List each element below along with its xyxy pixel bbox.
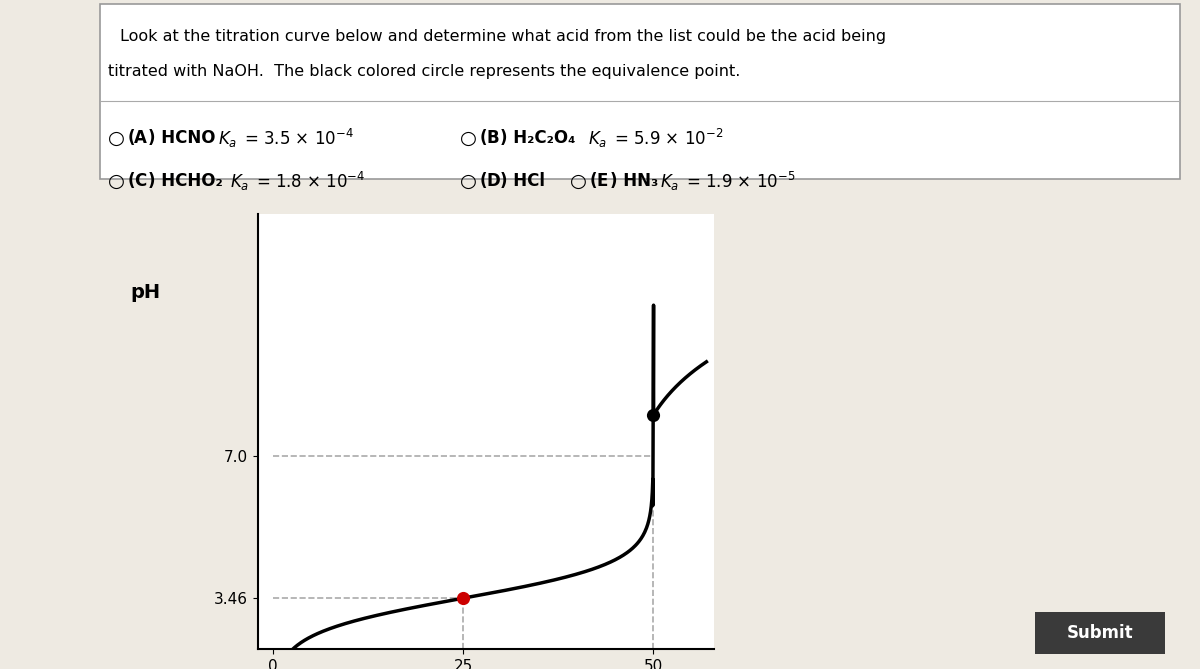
Text: $K_a$: $K_a$: [660, 172, 679, 192]
Text: (: (: [590, 172, 598, 190]
Text: ○: ○: [108, 172, 125, 191]
Text: ) HCl: ) HCl: [500, 172, 545, 190]
Text: ) HCHO₂: ) HCHO₂: [148, 172, 228, 190]
Text: $K_a$: $K_a$: [218, 129, 238, 149]
Text: titrated with NaOH.  The black colored circle represents the equivalence point.: titrated with NaOH. The black colored ci…: [108, 64, 740, 79]
Bar: [1034, 612, 1165, 654]
Text: ) HN₃: ) HN₃: [610, 172, 664, 190]
Text: ○: ○: [570, 172, 587, 191]
Text: ) HCNO: ) HCNO: [148, 129, 221, 147]
Text: (: (: [128, 172, 136, 190]
Text: (: (: [480, 172, 487, 190]
Text: pH: pH: [131, 283, 161, 302]
Text: = 3.5 × 10$^{-4}$: = 3.5 × 10$^{-4}$: [244, 129, 354, 149]
Bar: [100, 4, 1180, 179]
Text: = 5.9 × 10$^{-2}$: = 5.9 × 10$^{-2}$: [614, 129, 724, 149]
Text: ○: ○: [460, 172, 478, 191]
Text: $K_a$: $K_a$: [588, 129, 607, 149]
Text: (: (: [480, 129, 487, 147]
Text: = 1.9 × 10$^{-5}$: = 1.9 × 10$^{-5}$: [686, 172, 796, 192]
Text: D: D: [486, 172, 499, 190]
Text: Look at the titration curve below and determine what acid from the list could be: Look at the titration curve below and de…: [120, 29, 886, 44]
Text: Submit: Submit: [1067, 624, 1133, 642]
Text: (: (: [128, 129, 136, 147]
Text: ○: ○: [108, 129, 125, 148]
Text: ○: ○: [460, 129, 478, 148]
Text: E: E: [596, 172, 607, 190]
Text: $K_a$: $K_a$: [230, 172, 250, 192]
Point: [643, 410, 662, 421]
Text: C: C: [134, 172, 146, 190]
Text: ) H₂C₂O₄: ) H₂C₂O₄: [500, 129, 581, 147]
Text: A: A: [134, 129, 146, 147]
Text: B: B: [486, 129, 499, 147]
Point: [454, 593, 473, 603]
Text: = 1.8 × 10$^{-4}$: = 1.8 × 10$^{-4}$: [256, 172, 366, 192]
